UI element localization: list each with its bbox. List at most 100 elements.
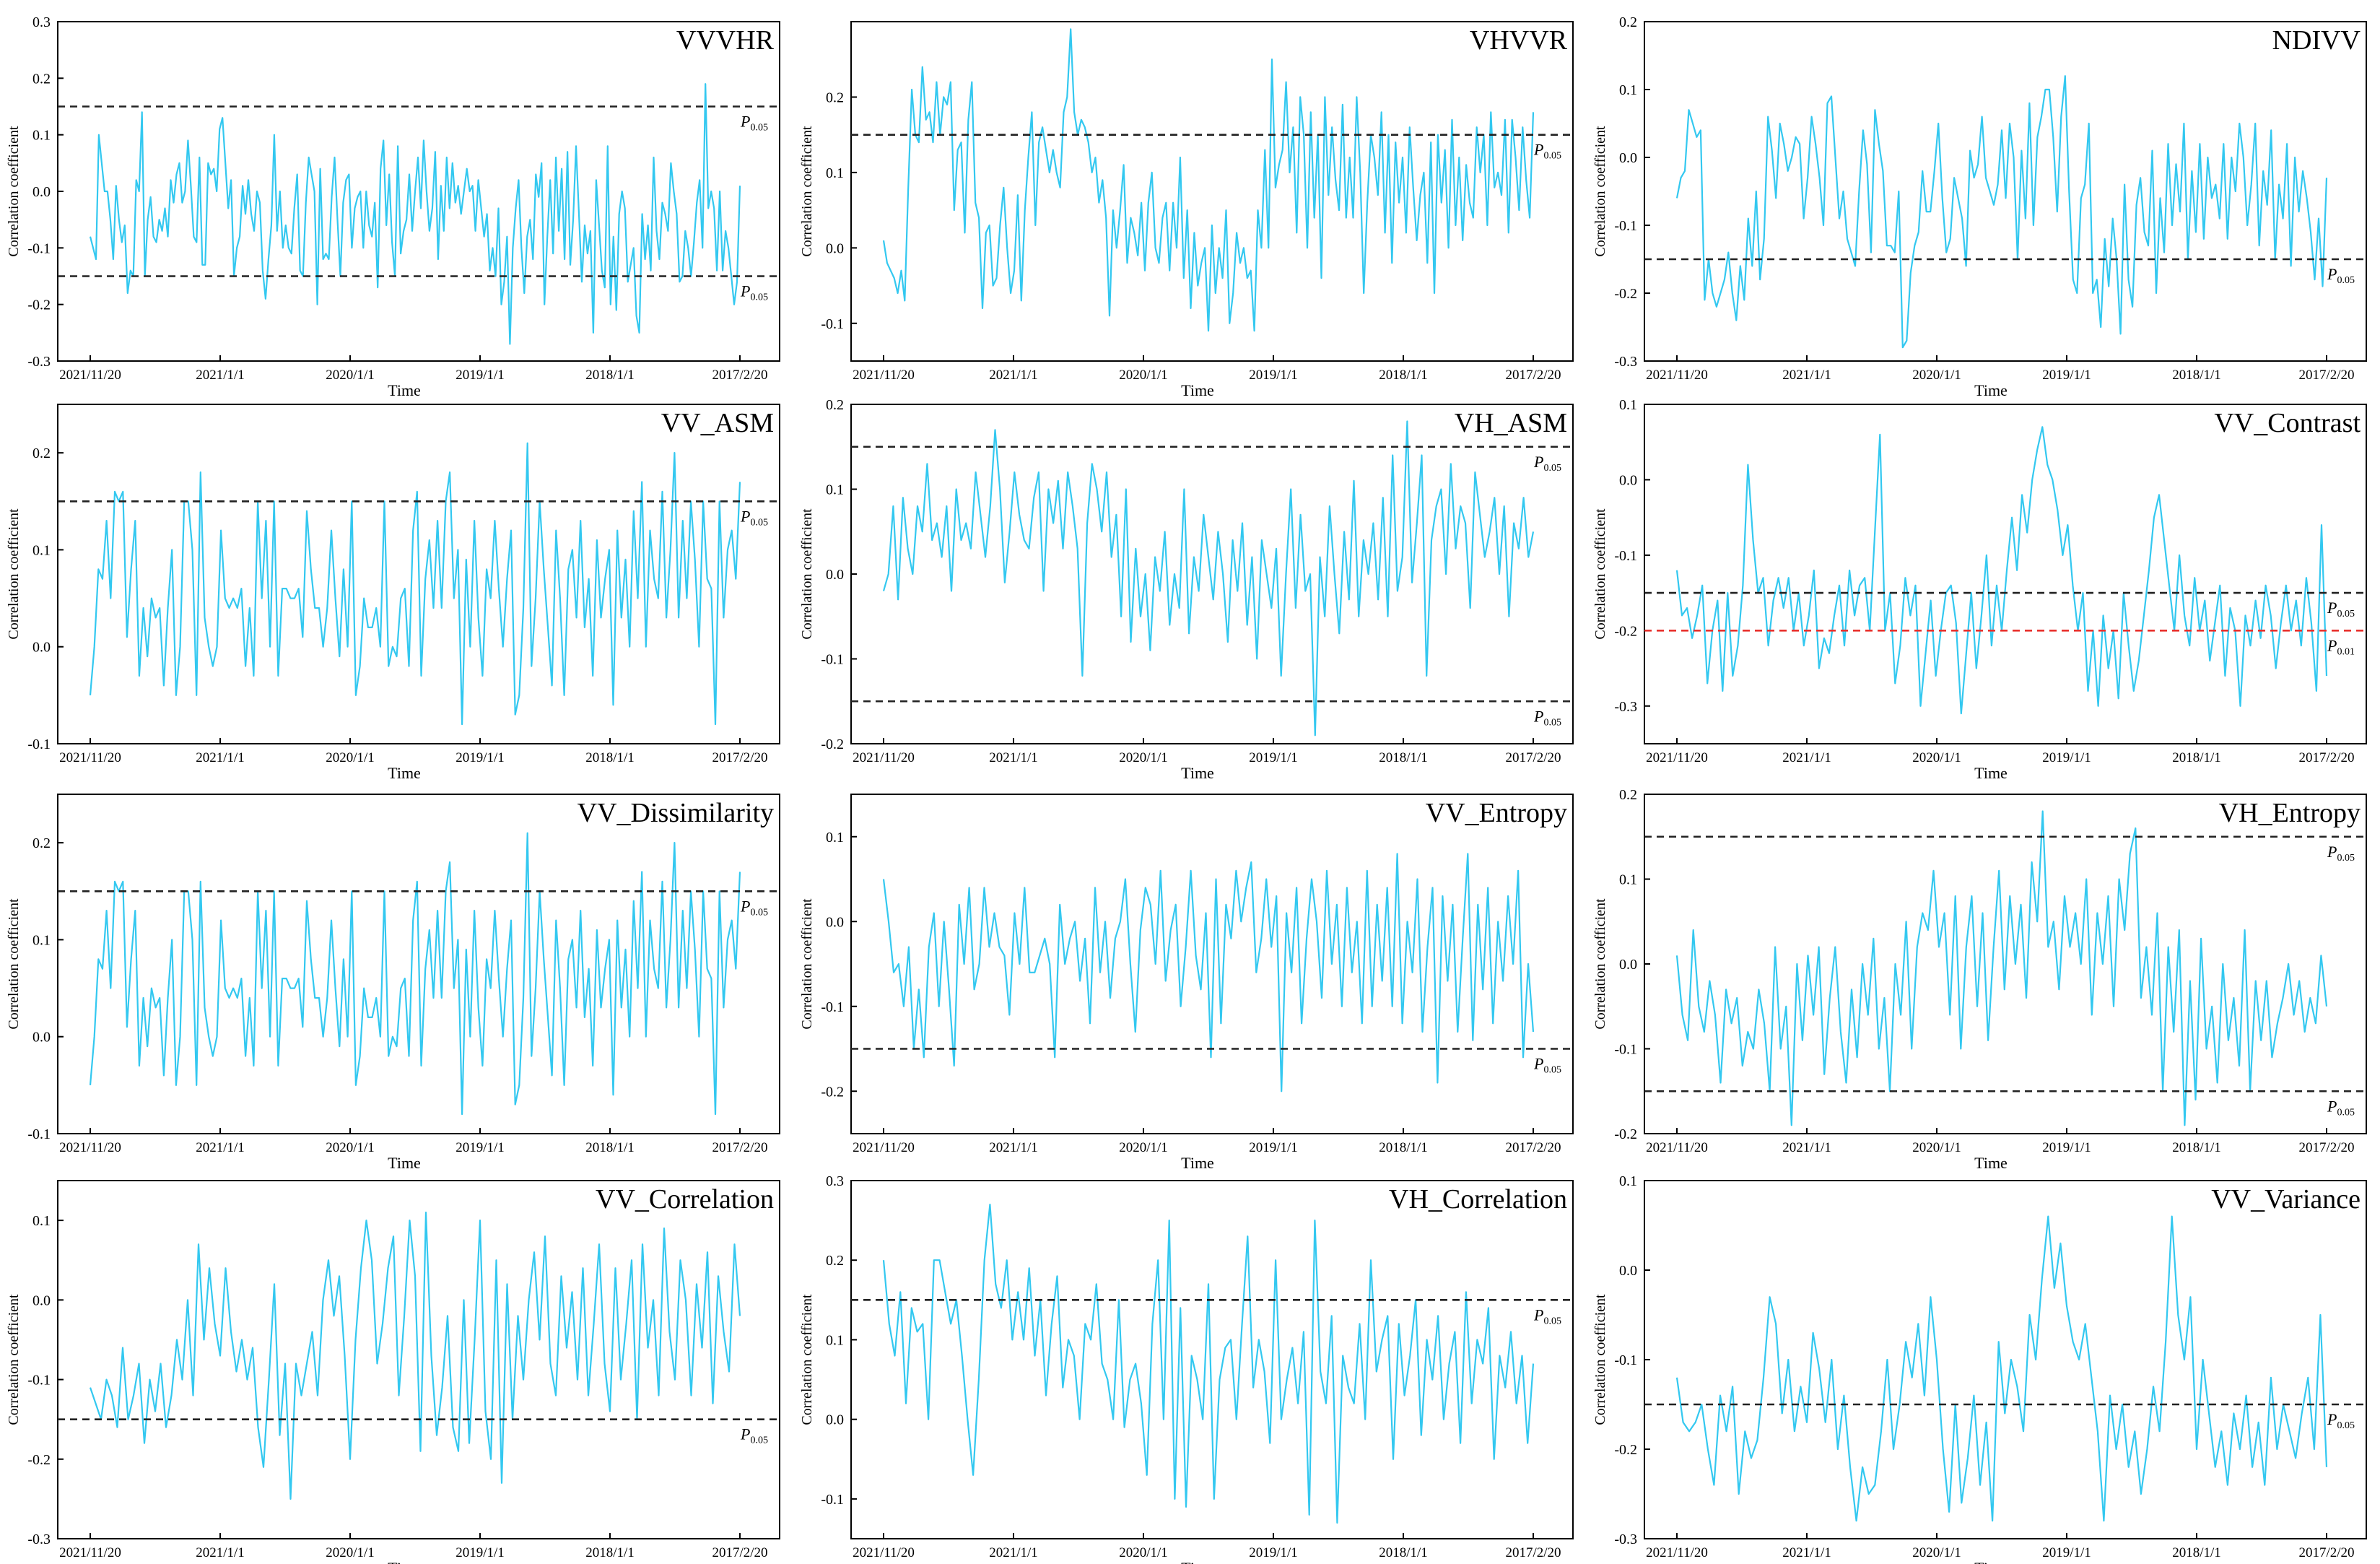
y-tick-label: -0.3 xyxy=(27,354,51,370)
x-tick-label: 2020/1/1 xyxy=(1119,1140,1168,1155)
x-tick-label: 2017/2/20 xyxy=(712,368,767,383)
y-tick-label: -0.1 xyxy=(27,1373,51,1389)
y-tick-label: 0.1 xyxy=(1619,397,1637,413)
x-tick-label: 2021/1/1 xyxy=(989,368,1038,383)
series-line xyxy=(882,853,1535,1092)
x-tick-label: 2020/1/1 xyxy=(1912,1545,1961,1560)
y-tick-label: 0.0 xyxy=(826,567,844,583)
x-tick-label: 2020/1/1 xyxy=(1119,368,1168,383)
series-line xyxy=(89,442,741,726)
y-tick-label: 0.2 xyxy=(1619,14,1637,30)
chart-title: VV_Entropy xyxy=(1426,798,1567,828)
plot-frame xyxy=(57,1180,780,1539)
x-tick-label: 2019/1/1 xyxy=(1249,1545,1298,1560)
y-tick-label: -0.1 xyxy=(821,316,844,332)
chart-title: NDIVV xyxy=(2272,25,2361,56)
chart-panel-vvvhr: 0.3 0.2 0.1 0.0 -0.1 -0.2 -0.3 2021/11/20 2021/1… xyxy=(0,0,793,399)
chart-panel-vh-entropy: 0.2 0.1 0.0 -0.1 -0.2 2021/11/20 2021/1/1 2020/… xyxy=(1587,773,2380,1172)
y-tick-label: 0.1 xyxy=(32,542,51,558)
y-tick-label: -0.2 xyxy=(821,737,844,752)
threshold-label: P0.05 xyxy=(2327,1410,2355,1431)
threshold-label: P0.05 xyxy=(740,1425,768,1446)
y-tick-label: 0.1 xyxy=(826,482,844,498)
y-tick-label: 0.1 xyxy=(826,1332,844,1348)
series-line xyxy=(89,83,741,345)
y-tick-label: 0.1 xyxy=(32,128,51,144)
chart-panel-vhvvr: 0.2 0.1 0.0 -0.1 2021/11/20 2021/1/1 2020/1/1 2… xyxy=(793,0,1587,399)
y-tick-label: 0.2 xyxy=(826,1253,844,1269)
y-axis-label: Correlation coefficient xyxy=(799,1294,815,1425)
y-tick-label: 0.0 xyxy=(826,240,844,256)
x-tick-label: 2021/11/20 xyxy=(853,1545,915,1560)
series-line xyxy=(882,1204,1535,1524)
y-tick-label: -0.1 xyxy=(27,240,51,256)
series-line xyxy=(882,420,1535,737)
x-tick-label: 2018/1/1 xyxy=(585,750,635,765)
threshold-label: P0.05 xyxy=(1533,1305,1561,1326)
threshold-label: P0.01 xyxy=(2327,636,2355,657)
x-tick-label: 2021/11/20 xyxy=(1646,750,1708,765)
plot-frame xyxy=(850,404,1574,744)
series-line xyxy=(882,28,1535,332)
y-tick-label: -0.2 xyxy=(821,1084,844,1100)
x-tick-label: 2018/1/1 xyxy=(2172,1140,2221,1155)
x-tick-label: 2017/2/20 xyxy=(1505,750,1561,765)
x-axis-label: Time xyxy=(1974,1559,2008,1564)
y-axis-label: Correlation coefficient xyxy=(6,126,22,257)
chart-title: VH_Correlation xyxy=(1389,1184,1567,1215)
x-tick-label: 2021/11/20 xyxy=(59,1545,121,1560)
x-tick-label: 2018/1/1 xyxy=(585,1140,635,1155)
x-axis-label: Time xyxy=(1974,764,2008,782)
y-tick-label: -0.1 xyxy=(27,1126,51,1142)
y-tick-label: -0.1 xyxy=(821,1492,844,1508)
x-axis-label: Time xyxy=(1181,381,1214,399)
x-tick-label: 2019/1/1 xyxy=(1249,750,1298,765)
x-axis-label: Time xyxy=(388,1559,421,1564)
chart-svg: 0.3 0.2 0.1 0.0 -0.1 -0.2 -0.3 2021/11/20 2021/1… xyxy=(6,14,780,399)
threshold-label: P0.05 xyxy=(2327,843,2355,864)
y-tick-label: 0.3 xyxy=(826,1173,844,1189)
x-tick-label: 2021/1/1 xyxy=(989,1545,1038,1560)
x-tick-label: 2019/1/1 xyxy=(1249,1140,1298,1155)
x-tick-label: 2017/2/20 xyxy=(1505,1140,1561,1155)
y-tick-label: -0.1 xyxy=(1614,218,1637,234)
x-tick-label: 2021/11/20 xyxy=(1646,1545,1708,1560)
y-axis-label: Correlation coefficient xyxy=(6,508,22,640)
chart-title: VHVVR xyxy=(1470,25,1568,56)
y-tick-label: -0.3 xyxy=(1614,354,1637,370)
x-axis-label: Time xyxy=(1974,1154,2008,1172)
y-axis-label: Correlation coefficient xyxy=(1592,1294,1608,1425)
chart-svg: 0.1 0.0 -0.1 -0.2 -0.3 2021/11/20 2021/1/1 2020… xyxy=(6,1180,780,1564)
y-tick-label: 0.0 xyxy=(32,184,51,200)
chart-title: VH_Entropy xyxy=(2219,798,2361,828)
chart-panel-vv-dissimilarity: 0.2 0.1 0.0 -0.1 2021/11/20 2021/1/1 2020/1/1 2… xyxy=(0,773,793,1172)
chart-svg: 0.2 0.1 0.0 -0.1 2021/11/20 2021/1/1 2020/1/1 2… xyxy=(799,21,1574,399)
x-tick-label: 2021/1/1 xyxy=(1782,750,1831,765)
y-tick-label: 0.1 xyxy=(1619,1173,1637,1189)
x-tick-label: 2019/1/1 xyxy=(455,1545,505,1560)
chart-svg: 0.1 0.0 -0.1 -0.2 -0.3 2021/11/20 2021/1/1 2020… xyxy=(1592,1173,2367,1564)
y-tick-label: 0.1 xyxy=(32,932,51,948)
x-tick-label: 2019/1/1 xyxy=(2042,1545,2091,1560)
x-tick-label: 2020/1/1 xyxy=(1912,1140,1961,1155)
chart-panel-vv-variance: 0.1 0.0 -0.1 -0.2 -0.3 2021/11/20 2021/1/1 2020… xyxy=(1587,1159,2380,1564)
y-axis-label: Correlation coefficient xyxy=(1592,898,1608,1030)
series-line xyxy=(1675,1215,2328,1522)
y-tick-label: -0.1 xyxy=(27,737,51,752)
y-tick-label: 0.0 xyxy=(32,1030,51,1046)
x-tick-label: 2021/11/20 xyxy=(853,750,915,765)
y-tick-label: 0.1 xyxy=(826,165,844,181)
y-tick-label: 0.2 xyxy=(826,90,844,105)
plot-frame xyxy=(57,794,780,1134)
y-tick-label: 0.3 xyxy=(32,14,51,30)
y-tick-label: -0.2 xyxy=(1614,1442,1637,1458)
x-tick-label: 2019/1/1 xyxy=(2042,1140,2091,1155)
y-tick-label: -0.2 xyxy=(1614,286,1637,302)
x-tick-label: 2021/11/20 xyxy=(853,368,915,383)
threshold-label: P0.05 xyxy=(2327,599,2355,620)
chart-panel-vh-correlation: 0.3 0.2 0.1 0.0 -0.1 2021/11/20 2021/1/1 2020/1… xyxy=(793,1159,1587,1564)
x-tick-label: 2021/1/1 xyxy=(989,1140,1038,1155)
plot-frame xyxy=(850,794,1574,1134)
y-tick-label: -0.1 xyxy=(1614,1042,1637,1058)
